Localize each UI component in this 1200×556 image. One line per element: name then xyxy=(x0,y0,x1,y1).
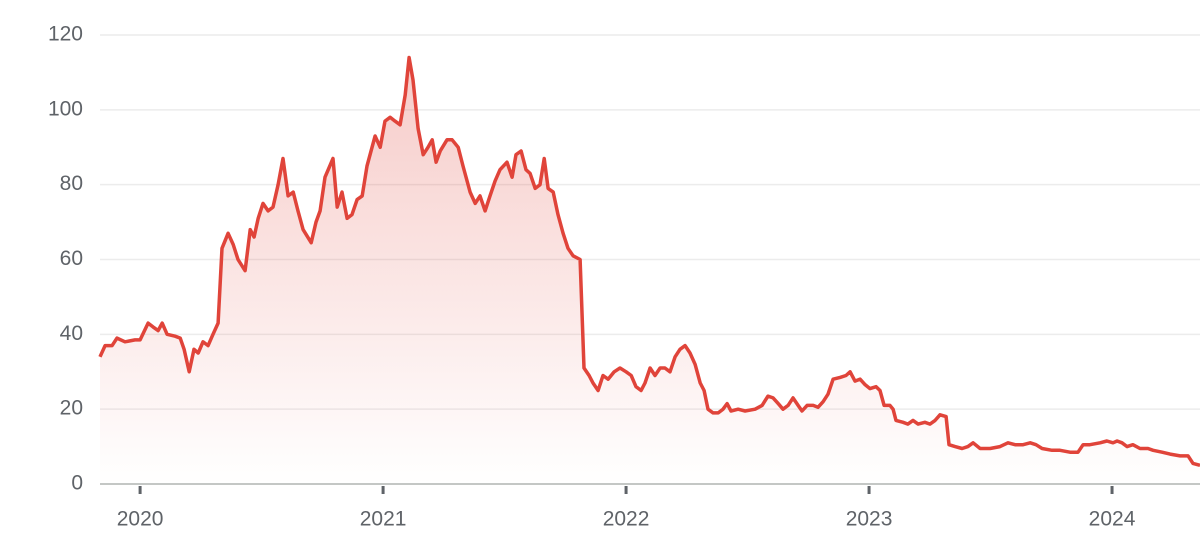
x-tick-label: 2023 xyxy=(846,508,893,531)
y-tick-label: 120 xyxy=(48,23,83,46)
x-tick-label: 2024 xyxy=(1089,508,1136,531)
area-fill xyxy=(100,57,1200,484)
y-tick-label: 20 xyxy=(60,397,83,420)
x-tick-label: 2022 xyxy=(603,508,650,531)
x-tick-label: 2020 xyxy=(117,508,164,531)
y-tick-label: 0 xyxy=(71,472,83,495)
y-tick-label: 60 xyxy=(60,247,83,270)
y-tick-label: 100 xyxy=(48,97,83,120)
x-tick-label: 2021 xyxy=(360,508,407,531)
y-tick-label: 40 xyxy=(60,322,83,345)
price-line xyxy=(98,55,1200,467)
y-tick-label: 80 xyxy=(60,172,83,195)
